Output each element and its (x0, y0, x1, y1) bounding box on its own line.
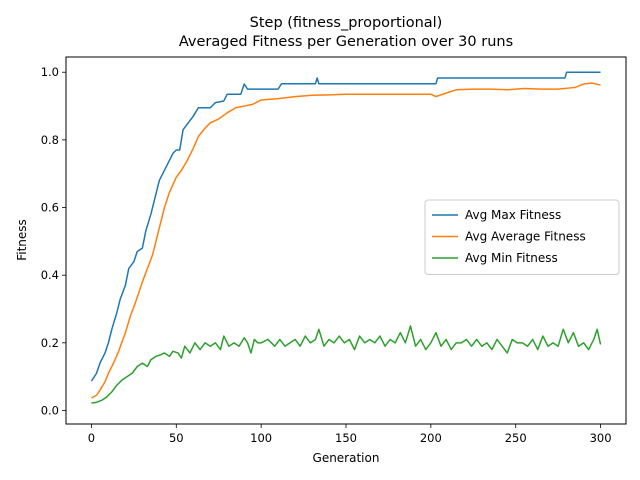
series-line-2 (91, 325, 602, 404)
legend: Avg Max Fitness Avg Average Fitness Avg Mi… (424, 199, 620, 275)
y-tick-label: 0.2 (41, 336, 59, 350)
y-tick-label: 0.4 (41, 268, 59, 282)
x-tick-label: 200 (420, 431, 442, 445)
x-tick-label: 0 (88, 431, 95, 445)
x-tick-label: 250 (505, 431, 527, 445)
x-tick-label: 300 (590, 431, 612, 445)
legend-label: Avg Min Fitness (465, 251, 558, 265)
y-tick-label: 0.8 (41, 133, 59, 147)
y-tick-label: 0.6 (41, 201, 59, 215)
x-tick-label: 150 (335, 431, 357, 445)
legend-box (424, 199, 620, 275)
legend-label: Avg Average Fitness (465, 230, 586, 244)
x-tick-label: 50 (169, 431, 184, 445)
legend-label: Avg Max Fitness (465, 208, 561, 222)
y-axis: 0.0 0.2 0.4 0.6 0.8 1.0 (41, 65, 66, 417)
chart-subtitle: Averaged Fitness per Generation over 30 … (179, 34, 513, 50)
x-axis: 0 50 100 150 200 250 300 (88, 424, 612, 445)
plot-lines (90, 71, 602, 404)
x-axis-label: Generation (313, 451, 380, 465)
y-tick-label: 0.0 (41, 403, 59, 417)
chart-title: Step (fitness_proportional) (250, 15, 443, 31)
x-tick-label: 100 (250, 431, 272, 445)
series-line-0 (90, 71, 601, 382)
y-axis-label: Fitness (15, 219, 29, 261)
y-tick-label: 1.0 (41, 65, 59, 79)
series-line-1 (91, 82, 601, 399)
